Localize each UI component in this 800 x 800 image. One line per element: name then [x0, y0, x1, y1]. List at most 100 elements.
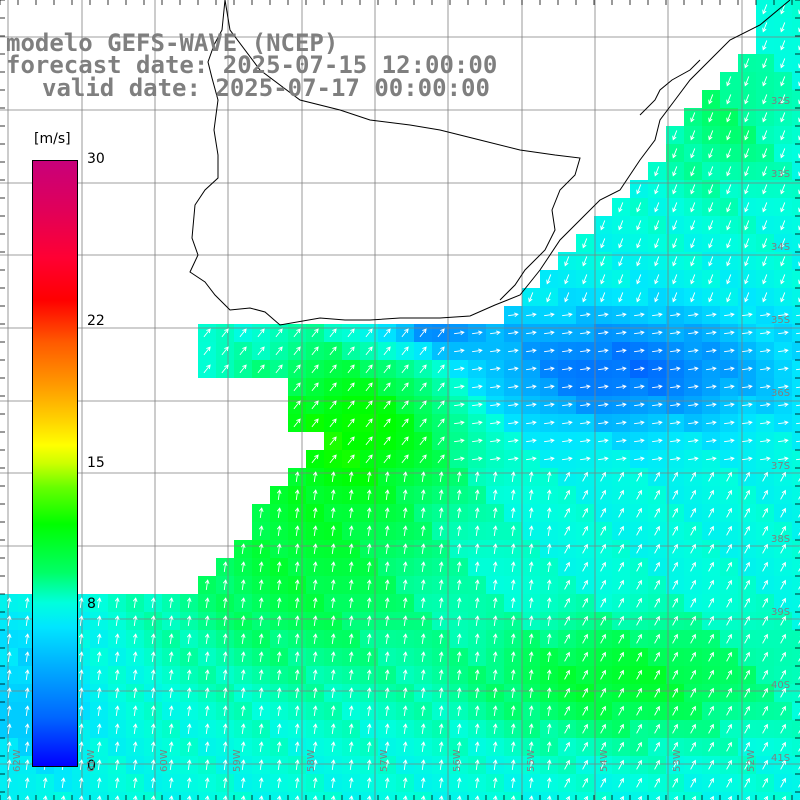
- wind-arrow: [726, 615, 732, 626]
- wind-cell: [738, 792, 756, 800]
- wind-arrow: [490, 402, 501, 408]
- wind-arrow: [688, 438, 699, 444]
- wind-arrow: [546, 543, 552, 554]
- wind-arrow: [474, 489, 480, 500]
- wind-arrow: [690, 130, 696, 141]
- wind-arrow: [636, 759, 642, 770]
- wind-arrow: [150, 597, 156, 608]
- wind-arrow: [348, 705, 354, 716]
- wind-arrow: [654, 669, 660, 680]
- wind-arrow: [762, 184, 768, 195]
- wind-arrow: [402, 507, 408, 518]
- wind-arrow: [402, 597, 408, 608]
- wind-arrow: [724, 366, 735, 372]
- wind-arrow: [330, 687, 336, 698]
- wind-arrow: [490, 330, 501, 336]
- wind-arrow: [294, 651, 300, 662]
- wind-arrow: [708, 202, 714, 213]
- wind-arrow: [726, 777, 732, 788]
- wind-arrow: [186, 615, 192, 626]
- wind-arrow: [276, 651, 282, 662]
- wind-arrow: [726, 651, 732, 662]
- wind-arrow: [708, 741, 714, 752]
- wind-arrow: [744, 651, 750, 662]
- wind-arrow: [419, 436, 427, 446]
- wind-arrow: [401, 436, 409, 446]
- wind-arrow: [150, 777, 156, 788]
- wind-arrow: [798, 744, 800, 752]
- wind-arrow: [654, 166, 660, 177]
- wind-arrow: [634, 402, 645, 408]
- model-title: modelo GEFS-WAVE (NCEP): [6, 29, 339, 57]
- wind-arrow: [456, 669, 462, 680]
- wind-arrow: [562, 348, 573, 354]
- wind-arrow: [762, 651, 768, 662]
- wind-arrow: [598, 420, 609, 426]
- wind-cell: [792, 720, 800, 738]
- wind-arrow: [762, 220, 768, 231]
- wind-arrow: [618, 471, 624, 482]
- wind-arrow: [616, 330, 627, 336]
- wind-arrow: [294, 633, 300, 644]
- wind-arrow: [6, 615, 12, 626]
- wind-arrow: [742, 312, 753, 318]
- wind-cell: [792, 414, 800, 432]
- wind-arrow: [708, 94, 714, 105]
- wind-arrow: [402, 633, 408, 644]
- wind-arrow: [546, 687, 552, 698]
- wind-arrow: [186, 687, 192, 698]
- wind-arrow: [618, 489, 624, 500]
- wind-arrow: [329, 382, 337, 392]
- wind-arrow: [132, 669, 138, 680]
- wind-arrow: [780, 759, 786, 770]
- wind-arrow: [420, 615, 426, 626]
- wind-cell: [144, 792, 162, 800]
- wind-arrow: [528, 759, 534, 770]
- wind-arrow: [474, 651, 480, 662]
- wind-arrow: [490, 456, 501, 462]
- wind-arrow: [402, 723, 408, 734]
- wind-arrow: [490, 438, 501, 444]
- wind-arrow: [204, 633, 210, 644]
- wind-arrow: [6, 759, 12, 770]
- wind-arrow: [762, 561, 768, 572]
- wind-arrow: [634, 330, 645, 336]
- wind-arrow: [762, 148, 768, 159]
- wind-arrow: [670, 312, 681, 318]
- wind-arrow: [472, 402, 483, 408]
- wind-arrow: [762, 741, 768, 752]
- wind-arrow: [454, 420, 465, 426]
- wind-arrow: [402, 741, 408, 752]
- wind-arrow: [780, 669, 786, 680]
- wind-arrow: [348, 471, 354, 482]
- wind-arrow: [276, 723, 282, 734]
- wind-arrow: [294, 579, 300, 590]
- wind-arrow: [474, 525, 480, 536]
- wind-arrow: [600, 669, 606, 680]
- wind-arrow: [96, 597, 102, 608]
- wind-cell: [522, 792, 540, 800]
- wind-arrow: [744, 274, 750, 285]
- wind-arrow: [204, 651, 210, 662]
- wind-arrow: [96, 669, 102, 680]
- wind-arrow: [798, 546, 800, 554]
- wind-arrow: [329, 328, 337, 338]
- wind-arrow: [726, 669, 732, 680]
- wind-arrow: [330, 471, 336, 482]
- wind-arrow: [168, 741, 174, 752]
- wind-arrow: [276, 579, 282, 590]
- wind-arrow: [798, 564, 800, 572]
- wind-arrow: [726, 489, 732, 500]
- wind-arrow: [257, 364, 265, 374]
- wind-arrow: [456, 471, 462, 482]
- wind-arrow: [618, 274, 624, 285]
- wind-arrow: [672, 130, 678, 141]
- wind-arrow: [636, 579, 642, 590]
- wind-cell: [252, 792, 270, 800]
- wind-arrow: [672, 543, 678, 554]
- wind-arrow: [474, 741, 480, 752]
- wind-arrow: [456, 705, 462, 716]
- colorbar-unit: [m/s]: [34, 131, 71, 147]
- wind-arrow: [474, 507, 480, 518]
- wind-arrow: [546, 615, 552, 626]
